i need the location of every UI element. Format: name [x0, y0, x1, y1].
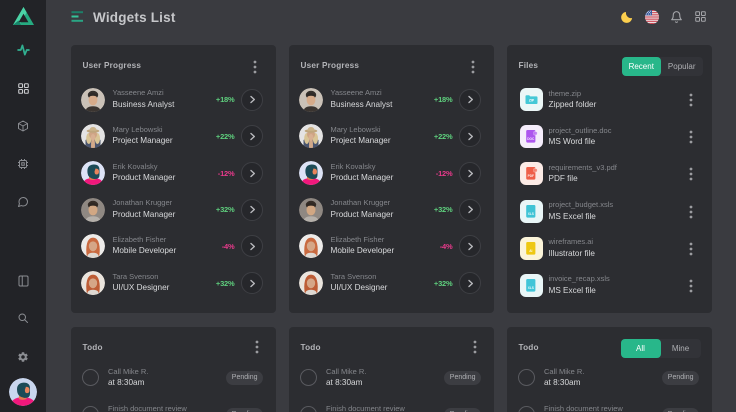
svg-text:PDF: PDF — [528, 175, 534, 179]
svg-text:XLS: XLS — [528, 286, 534, 290]
svg-text:ZIP: ZIP — [529, 99, 535, 103]
svg-text:DOC: DOC — [527, 137, 535, 141]
svg-text:XLS: XLS — [528, 212, 534, 216]
svg-text:AI: AI — [529, 249, 532, 253]
